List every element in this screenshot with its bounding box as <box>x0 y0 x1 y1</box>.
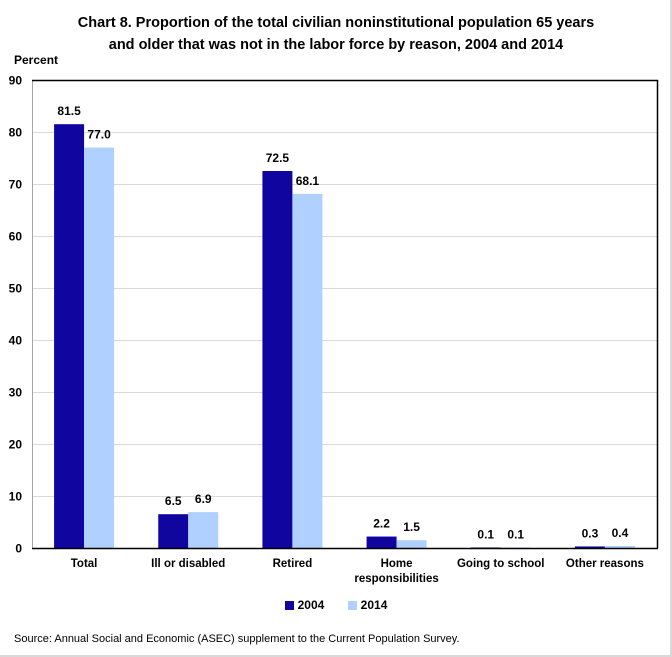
data-label-2004: 0.3 <box>582 526 599 540</box>
x-tick-label: Going to school <box>457 558 545 570</box>
data-label-2014: 0.4 <box>612 526 629 540</box>
y-tick-label: 40 <box>9 334 23 348</box>
data-label-2004: 81.5 <box>57 104 81 118</box>
bar-2014 <box>604 545 635 548</box>
source-note: Source: Annual Social and Economic (ASEC… <box>14 633 460 645</box>
bar-2004 <box>262 171 293 548</box>
data-label-2014: 1.5 <box>403 520 420 534</box>
y-tick-label: 20 <box>9 438 23 452</box>
y-tick-label: 30 <box>9 386 23 400</box>
legend-label-2014: 2014 <box>360 598 388 612</box>
x-tick-label: Ill or disabled <box>151 558 225 570</box>
chart-title: Chart 8. Proportion of the total civilia… <box>0 12 672 56</box>
chart-title-line-1: Chart 8. Proportion of the total civilia… <box>77 15 595 31</box>
y-tick-label: 50 <box>9 282 23 296</box>
y-axis-label: Percent <box>14 53 59 67</box>
x-tick-label: Total <box>71 558 98 570</box>
y-tick-label: 70 <box>9 178 23 192</box>
legend-item-2014: 2014 <box>347 598 388 612</box>
legend-swatch-2004 <box>284 600 294 610</box>
y-tick-label: 60 <box>9 230 23 244</box>
bar-2014 <box>84 147 115 548</box>
data-label-2004: 0.1 <box>477 527 494 541</box>
data-label-2014: 68.1 <box>296 174 320 188</box>
y-tick-label: 80 <box>9 126 23 140</box>
y-tick-label: 0 <box>15 542 22 556</box>
data-label-2014: 0.1 <box>507 527 524 541</box>
bar-2004 <box>54 124 85 548</box>
data-label-2014: 77.0 <box>87 128 111 142</box>
legend-label-2004: 2004 <box>297 598 325 612</box>
data-label-2004: 6.5 <box>165 494 182 508</box>
x-tick-label: Retired <box>273 558 313 570</box>
bar-2014 <box>188 512 219 548</box>
bar-2014 <box>292 193 323 548</box>
bar-2004 <box>574 546 605 548</box>
legend-swatch-2014 <box>347 600 357 610</box>
data-label-2014: 6.9 <box>195 492 212 506</box>
x-tick-label: responsibilities <box>354 573 438 585</box>
chart-title-line-2: and older that was not in the labor forc… <box>108 37 564 53</box>
data-label-2004: 72.5 <box>266 151 290 165</box>
legend: 2004 2014 <box>0 598 672 613</box>
bar-2004 <box>366 536 397 548</box>
y-tick-label: 90 <box>9 74 23 88</box>
bar-2004 <box>158 514 189 548</box>
y-tick-label: 10 <box>9 490 23 504</box>
legend-item-2004: 2004 <box>284 598 325 612</box>
x-tick-label: Home <box>381 558 413 570</box>
bar-2014 <box>396 540 427 548</box>
data-label-2004: 2.2 <box>373 517 390 531</box>
x-tick-label: Other reasons <box>566 558 644 570</box>
